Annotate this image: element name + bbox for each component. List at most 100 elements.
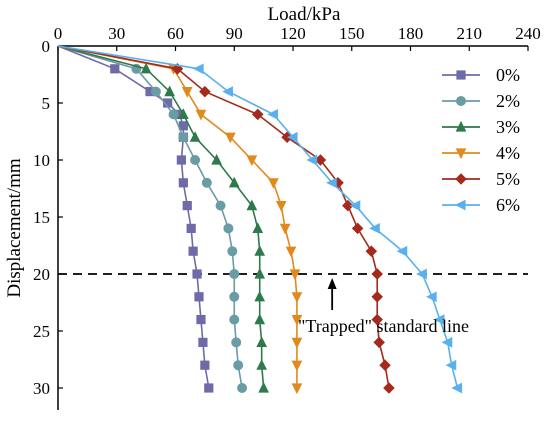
x-tick-label: 150 [339, 24, 365, 43]
data-point [279, 223, 291, 235]
data-point [181, 87, 193, 98]
y-tick-label: 5 [42, 94, 51, 113]
data-point [150, 86, 161, 97]
data-point [258, 381, 269, 393]
y-tick-label: 25 [33, 322, 50, 341]
data-point [215, 200, 226, 211]
data-point [140, 62, 152, 74]
data-point [164, 85, 175, 97]
y-tick-label: 15 [33, 208, 50, 227]
legend: 0% 2% 3% 4% 5% 6% [442, 65, 520, 215]
data-point [286, 131, 298, 143]
series-0 [57, 45, 214, 393]
data-point [192, 63, 204, 75]
data-point [251, 108, 264, 121]
data-point [396, 245, 408, 257]
data-point [275, 200, 287, 212]
data-point [441, 337, 453, 348]
legend-label: 2% [496, 91, 520, 111]
data-point [201, 177, 212, 188]
x-tick-label: 240 [515, 24, 541, 43]
data-point [291, 292, 303, 303]
legend-marker [455, 148, 467, 160]
legend-marker [456, 70, 466, 80]
data-point [246, 199, 258, 211]
data-point [291, 383, 303, 395]
data-point [229, 314, 240, 325]
annotation-label: "Trapped" standard line [298, 316, 469, 336]
data-point [369, 223, 380, 234]
data-point [186, 223, 196, 233]
y-axis-title: Displacement/mm [4, 158, 25, 298]
legend-label: 3% [496, 117, 520, 137]
data-point [433, 314, 445, 325]
axes: 0 30 60 90 120 150 180 210 240 0 5 10 15 20 25 30 Load/k… [4, 4, 541, 410]
data-point [195, 109, 207, 121]
data-point [326, 177, 337, 189]
data-point [254, 267, 266, 279]
legend-marker [455, 96, 466, 107]
data-point [371, 291, 383, 303]
series-line [57, 45, 298, 388]
legend-item: 6% [442, 195, 520, 215]
data-point [237, 382, 248, 393]
data-point [200, 360, 210, 370]
data-point [371, 268, 383, 280]
legend-label: 0% [496, 65, 520, 85]
data-point [176, 155, 186, 165]
data-point [373, 336, 385, 349]
data-point [229, 268, 240, 279]
y-tick-label: 20 [33, 265, 50, 284]
x-axis-title: Load/kPa [268, 4, 341, 25]
data-point [194, 292, 204, 302]
data-point [342, 199, 354, 212]
data-point [451, 382, 463, 394]
series-line [57, 45, 265, 389]
data-point [289, 269, 301, 281]
data-point [371, 313, 383, 326]
data-point [168, 109, 179, 120]
y-tick-label: 0 [42, 37, 51, 56]
data-point [178, 178, 188, 188]
data-point [190, 154, 201, 165]
data-point [379, 359, 391, 371]
series-line [57, 45, 243, 389]
data-point [204, 383, 214, 393]
data-point [231, 337, 242, 348]
data-point [254, 313, 266, 325]
legend-item: 3% [442, 117, 520, 137]
data-point [246, 155, 258, 167]
data-point [351, 222, 364, 235]
data-point [291, 337, 303, 349]
data-point [233, 360, 244, 371]
data-point [256, 359, 268, 370]
x-tick-label: 180 [398, 24, 424, 43]
series-line [57, 45, 459, 389]
data-point [365, 245, 378, 257]
x-tick-label: 90 [226, 24, 243, 43]
data-point [349, 200, 361, 211]
data-point [198, 337, 208, 348]
legend-marker [454, 199, 466, 211]
data-point [291, 360, 303, 372]
data-point [222, 86, 233, 97]
data-point [254, 245, 266, 256]
annotation-arrow-head [327, 278, 337, 289]
annotation-group: "Trapped" standard line [298, 278, 469, 336]
data-point [285, 246, 297, 258]
data-point [229, 291, 240, 302]
data-point [177, 108, 189, 119]
y-tick-label: 10 [33, 151, 50, 170]
series-2 [57, 45, 269, 393]
data-point [223, 223, 234, 234]
data-point [383, 382, 395, 394]
data-point [425, 291, 437, 303]
data-point [252, 222, 264, 234]
legend-marker [455, 120, 467, 132]
legend-label: 6% [496, 195, 520, 215]
data-point [416, 268, 427, 280]
data-point [291, 314, 303, 326]
data-point [189, 131, 201, 142]
legend-item: 4% [442, 143, 520, 163]
